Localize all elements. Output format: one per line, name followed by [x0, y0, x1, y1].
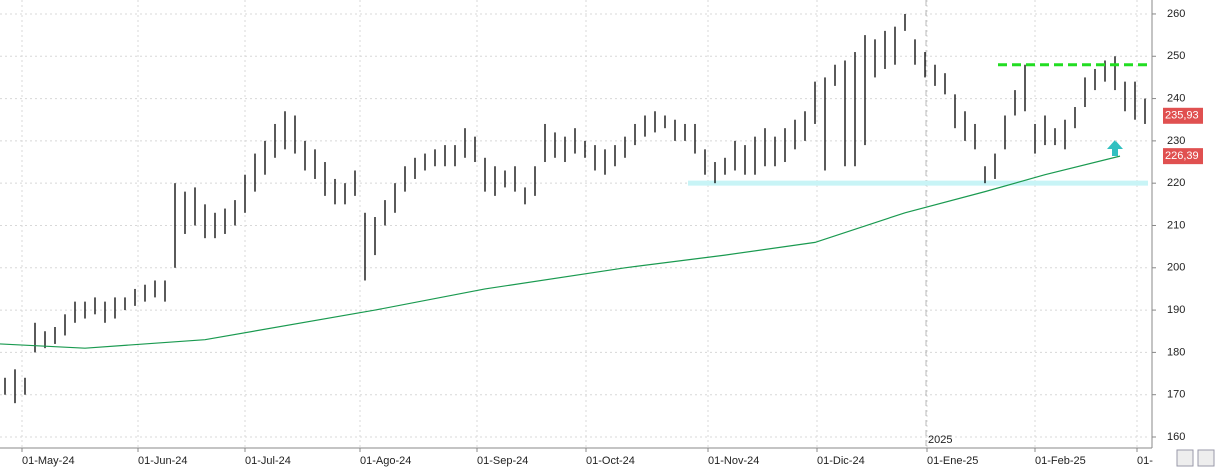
x-tick-label: 01-Jun-24 [138, 455, 188, 467]
y-tick-label: 260 [1167, 8, 1185, 20]
y-tick-label: 170 [1167, 389, 1185, 401]
price-tag-label: 226,39 [1165, 150, 1199, 162]
toolbar-button[interactable] [1197, 449, 1215, 467]
price-tag-label: 235,93 [1165, 110, 1199, 122]
price-tag [1163, 107, 1203, 124]
toolbar-button[interactable] [1176, 449, 1194, 467]
x-tick-label: 01-Feb-25 [1035, 455, 1086, 467]
x-tick-label: 01-Ene-25 [927, 455, 978, 467]
y-tick-label: 190 [1167, 304, 1185, 316]
y-tick-label: 180 [1167, 346, 1185, 358]
y-tick-label: 160 [1167, 431, 1185, 443]
x-tick-label: 01-Ago-24 [360, 455, 411, 467]
y-tick-label: 220 [1167, 177, 1185, 189]
x-tick-label: 01-Sep-24 [477, 455, 528, 467]
y-tick-label: 210 [1167, 219, 1185, 231]
y-tick-label: 200 [1167, 262, 1185, 274]
x-tick-label: 01-May-24 [22, 455, 75, 467]
price-tag [1163, 148, 1203, 165]
x-tick-label: 01-Dic-24 [817, 455, 865, 467]
x-tick-label: 01- [1137, 455, 1153, 467]
price-axis-bg [1152, 0, 1217, 470]
x-tick-label: 01-Nov-24 [708, 455, 759, 467]
y-tick-label: 240 [1167, 92, 1185, 104]
y-tick-label: 230 [1167, 135, 1185, 147]
y-tick-label: 250 [1167, 50, 1185, 62]
signal-arrow [1107, 140, 1123, 156]
moving-average [0, 155, 1121, 349]
year-label: 2025 [928, 434, 952, 446]
x-tick-label: 01-Jul-24 [245, 455, 291, 467]
x-tick-label: 01-Oct-24 [586, 455, 635, 467]
